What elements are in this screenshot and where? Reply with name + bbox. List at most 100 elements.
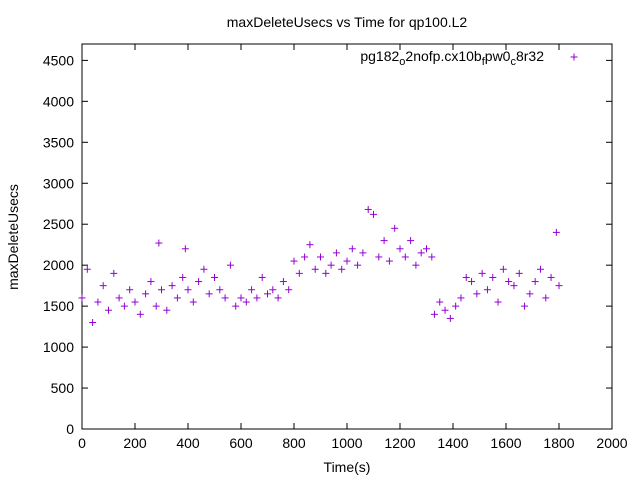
- data-point-23: [189, 298, 197, 306]
- chart-title: maxDeleteUsecs vs Time for qp100.L2: [227, 14, 468, 30]
- data-point-71: [441, 306, 449, 314]
- data-point-77: [473, 290, 481, 298]
- data-point-26: [205, 290, 213, 298]
- data-point-67: [423, 245, 430, 253]
- legend-marker: [570, 53, 578, 61]
- x-tick-label-10: 2000: [596, 435, 627, 451]
- data-point-3: [94, 298, 102, 306]
- data-point-75: [462, 273, 470, 281]
- data-point-54: [354, 261, 362, 269]
- data-point-86: [521, 302, 529, 310]
- legend: pg182o2nofp.cx10bfpw0c8r32: [360, 48, 578, 68]
- data-point-76: [468, 278, 476, 286]
- data-point-68: [428, 253, 436, 261]
- x-tick-label-5: 1000: [331, 435, 362, 451]
- data-point-37: [264, 290, 271, 298]
- data-point-79: [483, 286, 491, 294]
- data-point-90: [542, 294, 550, 302]
- data-point-81: [494, 298, 502, 306]
- y-tick-label-5: 2500: [43, 216, 74, 232]
- y-tick-label-8: 4000: [43, 93, 74, 109]
- data-point-69: [430, 310, 438, 318]
- data-point-11: [136, 310, 144, 318]
- data-point-19: [173, 294, 181, 302]
- data-point-42: [290, 257, 298, 265]
- data-point-0: [78, 294, 86, 302]
- data-point-18: [168, 282, 176, 290]
- data-point-89: [536, 265, 544, 273]
- data-point-88: [531, 278, 539, 286]
- y-tick-label-7: 3500: [43, 134, 74, 150]
- data-point-6: [110, 269, 118, 277]
- x-axis: 0 200 400 600 800 1000 1200 1400 1600 1800 2000: [78, 44, 628, 451]
- data-point-41: [285, 286, 293, 294]
- data-point-82: [499, 265, 507, 273]
- data-points: [78, 205, 563, 327]
- data-point-47: [317, 253, 324, 261]
- data-point-65: [412, 261, 420, 269]
- y-tick-label-2: 1000: [43, 339, 74, 355]
- data-point-91: [547, 273, 555, 281]
- data-point-35: [253, 294, 261, 302]
- data-point-14: [152, 302, 160, 310]
- legend-marker-plus: [570, 53, 578, 61]
- data-point-84: [510, 282, 518, 290]
- data-point-48: [322, 269, 330, 277]
- data-point-64: [407, 237, 415, 245]
- data-point-92: [552, 228, 560, 236]
- x-tick-label-6: 1200: [384, 435, 415, 451]
- data-point-43: [295, 269, 303, 277]
- data-point-66: [417, 249, 425, 257]
- data-point-73: [452, 302, 460, 310]
- x-tick-label-4: 800: [282, 435, 306, 451]
- data-point-34: [248, 286, 256, 294]
- data-point-10: [131, 298, 139, 306]
- data-point-32: [237, 294, 245, 302]
- data-point-27: [211, 273, 218, 281]
- data-point-51: [338, 265, 346, 273]
- data-point-29: [221, 294, 229, 302]
- data-point-25: [200, 265, 208, 273]
- data-point-24: [195, 278, 203, 286]
- data-point-49: [327, 261, 335, 269]
- plot-frame: [81, 43, 613, 430]
- data-point-56: [364, 205, 372, 213]
- data-point-52: [343, 257, 351, 265]
- data-point-93: [555, 282, 563, 290]
- x-tick-label-2: 400: [176, 435, 200, 451]
- data-point-74: [457, 294, 465, 302]
- x-axis-label: Time(s): [324, 459, 371, 475]
- data-point-40: [279, 278, 287, 286]
- data-point-53: [348, 245, 356, 253]
- y-tick-label-3: 1500: [43, 298, 74, 314]
- data-point-78: [478, 269, 486, 277]
- data-point-30: [226, 261, 234, 269]
- data-point-5: [105, 306, 112, 314]
- data-point-22: [184, 286, 192, 294]
- data-point-38: [269, 286, 277, 294]
- x-tick-label-8: 1600: [490, 435, 521, 451]
- data-point-12: [142, 290, 150, 298]
- data-point-28: [216, 286, 224, 294]
- x-tick-label-1: 200: [123, 435, 147, 451]
- data-point-21: [181, 245, 189, 253]
- data-point-62: [396, 245, 404, 253]
- x-tick-label-0: 0: [78, 435, 86, 451]
- x-tick-label-7: 1400: [437, 435, 468, 451]
- data-point-63: [401, 253, 409, 261]
- data-point-85: [515, 269, 523, 277]
- data-point-72: [446, 314, 454, 322]
- x-tick-label-9: 1800: [543, 435, 574, 451]
- data-point-17: [163, 306, 171, 314]
- data-point-15: [155, 239, 163, 247]
- data-point-50: [332, 249, 340, 257]
- data-point-70: [436, 298, 444, 306]
- data-point-36: [258, 273, 266, 281]
- data-point-9: [126, 286, 134, 294]
- data-point-59: [380, 237, 388, 245]
- data-point-58: [375, 253, 383, 261]
- data-point-55: [359, 249, 367, 257]
- data-point-13: [147, 278, 155, 286]
- data-point-61: [391, 224, 399, 232]
- legend-label: pg182o2nofp.cx10bfpw0c8r32: [360, 48, 544, 68]
